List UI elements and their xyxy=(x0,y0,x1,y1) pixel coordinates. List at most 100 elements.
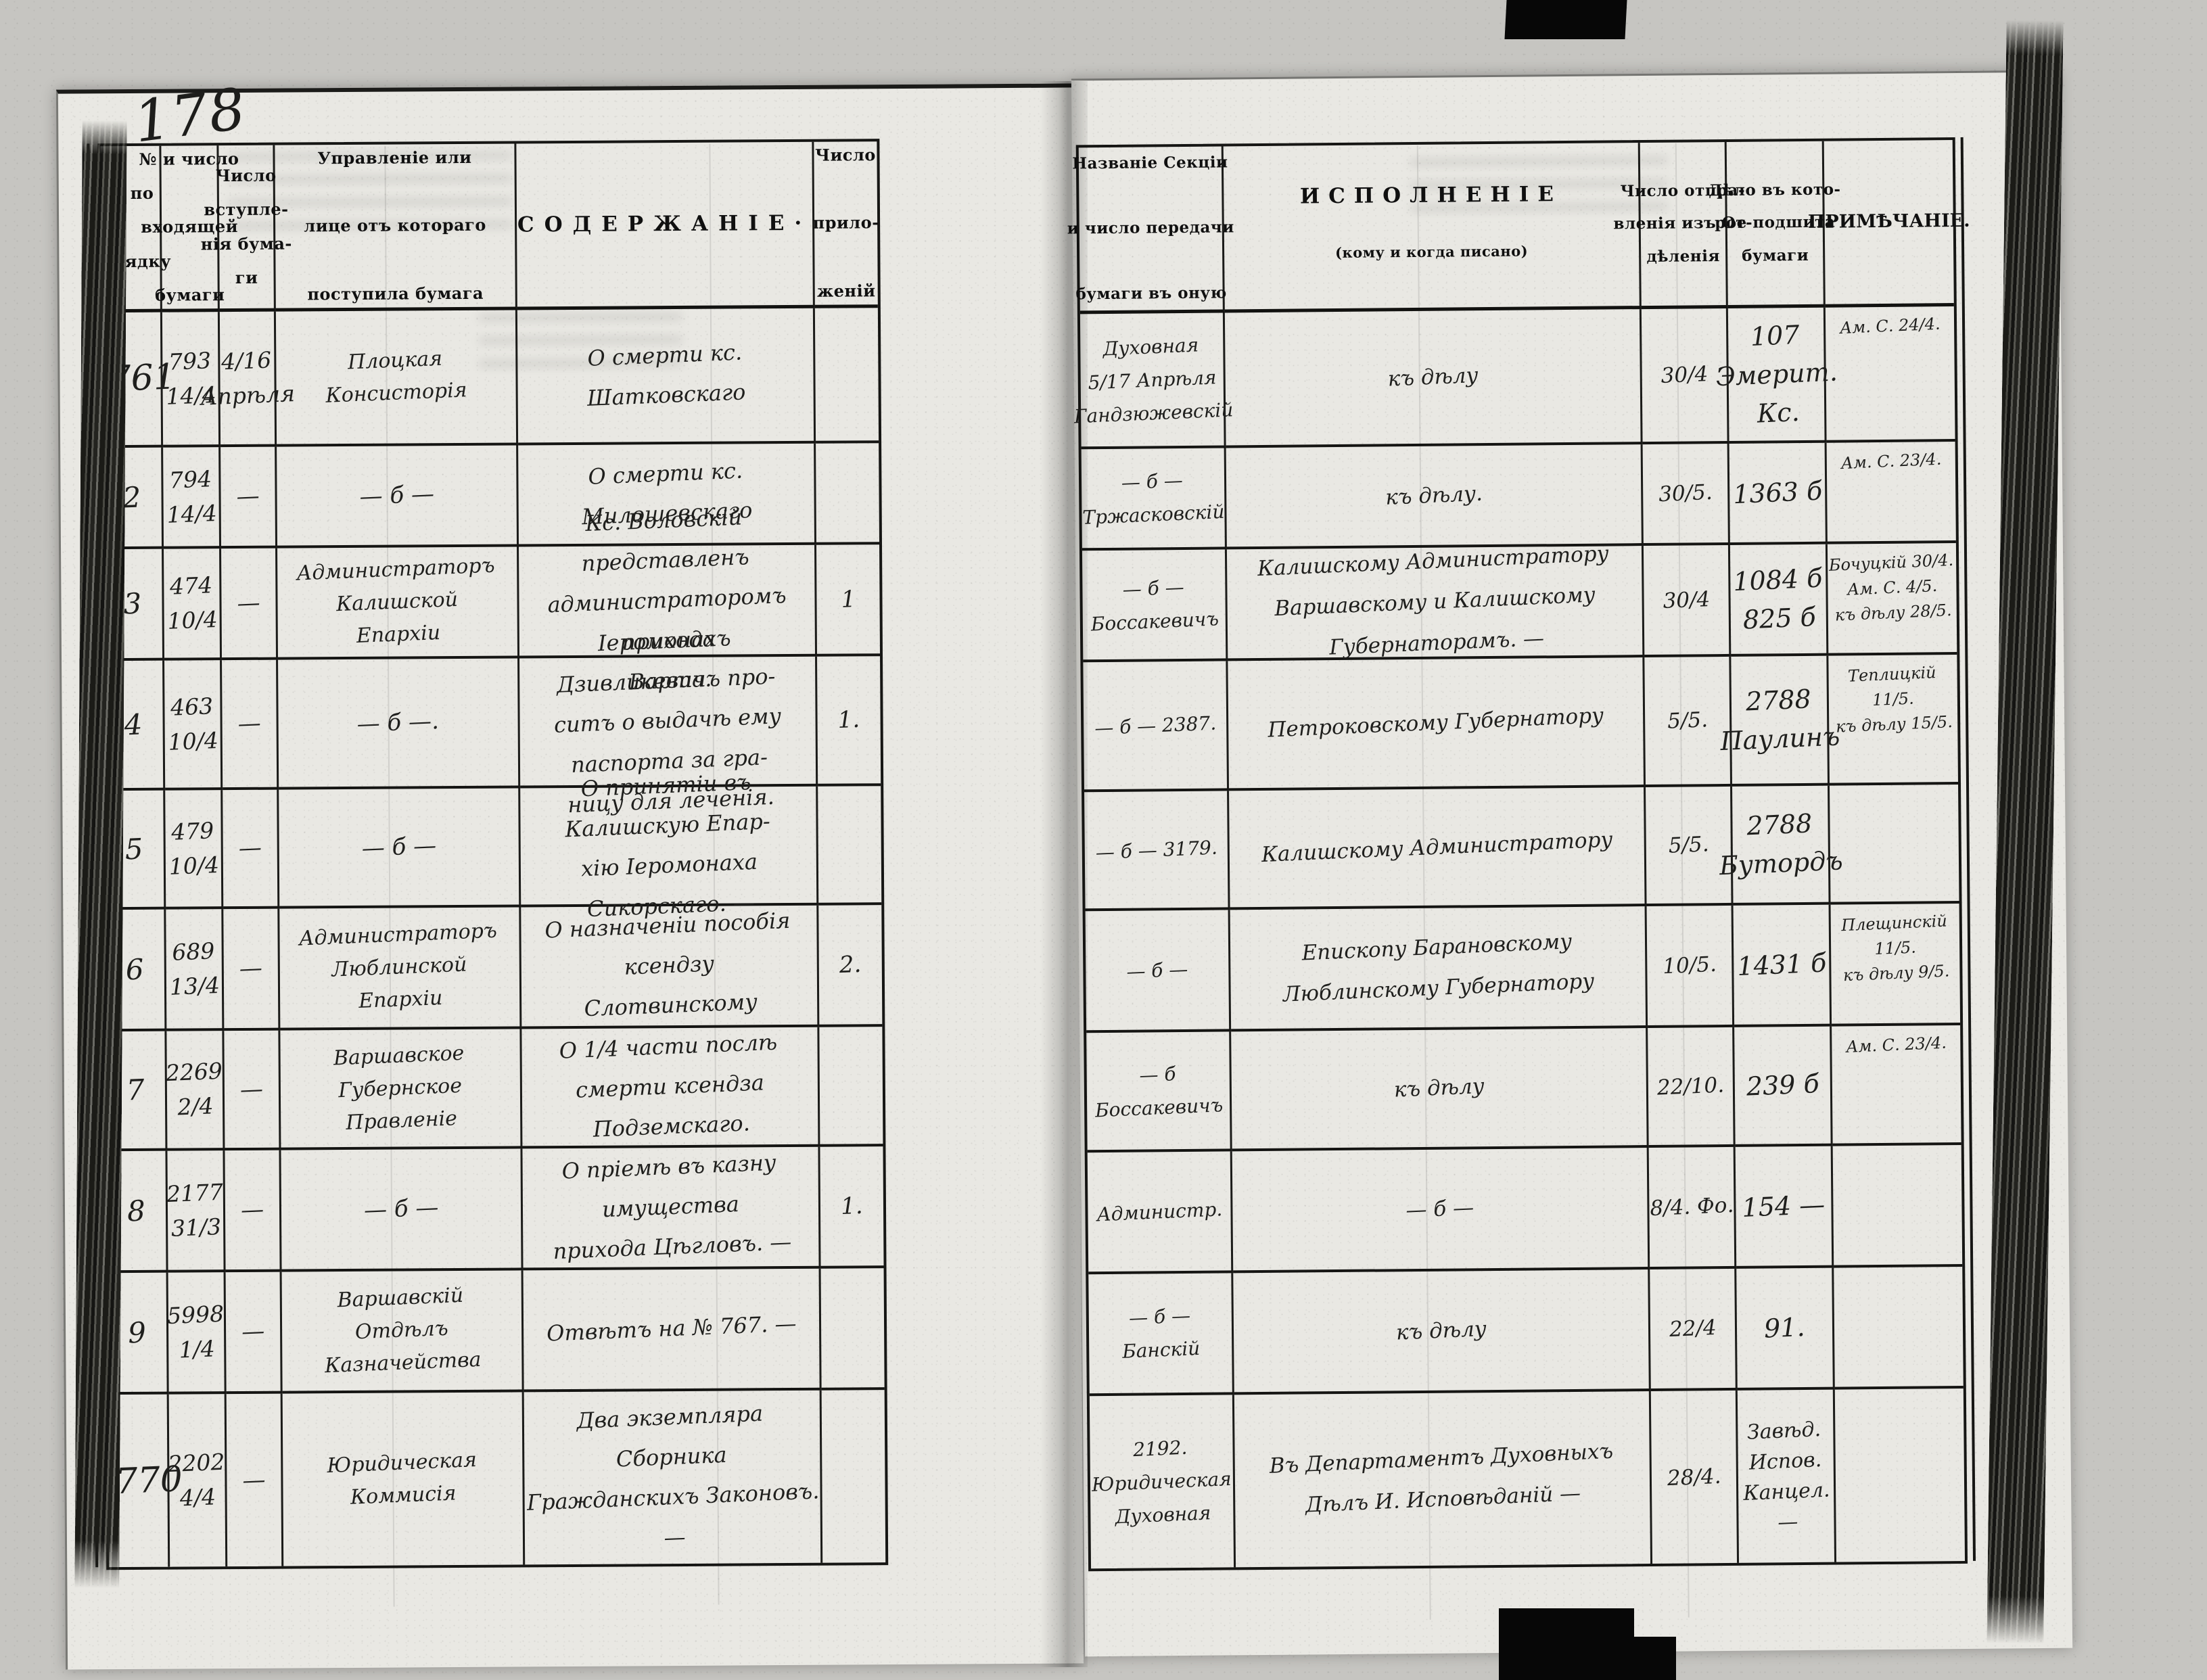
entry-date-cell: — xyxy=(223,908,281,1031)
entry-date-cell: — xyxy=(226,1393,284,1567)
attachments-cell xyxy=(816,443,880,545)
file-number-cell: 1431 б xyxy=(1733,904,1832,1027)
section-cell: — б — xyxy=(1085,910,1232,1033)
execution-cell: къ дѣлу xyxy=(1231,1028,1649,1152)
entry-date-cell: — xyxy=(225,1150,282,1273)
source-cell: Юридическая Коммисія xyxy=(282,1392,526,1566)
content-cell: О пріемѣ въ казну имущества прихода Цѣгл… xyxy=(522,1146,821,1271)
file-number-cell: 154 — xyxy=(1735,1146,1834,1269)
entry-date-cell: — xyxy=(224,1030,281,1151)
entry-date-cell: — xyxy=(222,659,279,791)
right-register-table: Названіе Секціи и число передачи бумаги … xyxy=(1067,137,1970,1572)
attachments-cell: 1 xyxy=(816,544,881,657)
content-cell: О смерти кс. Шатковскаго xyxy=(517,308,816,446)
dispatch-date-cell: 30/4 xyxy=(1643,544,1732,658)
section-cell: — б — 3179. xyxy=(1084,791,1230,912)
section-cell: Администр. xyxy=(1087,1151,1234,1275)
source-cell: Плоцкая Консисторія xyxy=(275,310,519,447)
source-cell: Варшавскій Отдѣлъ Казначейства xyxy=(281,1270,524,1394)
file-number-cell: 239 б xyxy=(1734,1026,1833,1147)
attachments-cell: 1. xyxy=(817,656,881,787)
execution-cell: Петроковскому Губернатору xyxy=(1228,657,1646,791)
section-cell: 2192. Юридическая Духовная xyxy=(1089,1395,1236,1569)
source-cell: — б — xyxy=(281,1148,524,1272)
attachments-cell xyxy=(820,1268,885,1391)
source-cell: Администраторъ Калишской Епархіи xyxy=(277,546,520,660)
section-cell: — б — Боссакевичъ xyxy=(1082,549,1228,663)
attachments-cell xyxy=(818,786,882,906)
book-edge-left xyxy=(74,120,127,1589)
note-cell: Ам. С. 23/4. xyxy=(1832,1025,1961,1146)
header-attachments: Число прило- женій xyxy=(812,141,879,308)
incoming-number-cell: 2177 31/3 xyxy=(166,1150,226,1273)
source-cell: — б —. xyxy=(278,658,521,790)
section-cell: — б — Тржасковскій xyxy=(1081,448,1227,551)
file-number-cell: 2788 Бутордъ xyxy=(1719,785,1844,906)
attachments-cell xyxy=(819,1027,883,1147)
attachments-cell xyxy=(814,308,879,444)
entry-date-cell: — xyxy=(223,789,280,910)
file-number-cell: Завѣд. Испов. Канцел. — xyxy=(1737,1389,1837,1563)
content-cell: О назначеніи пособія ксендзу Слотвинском… xyxy=(521,905,820,1029)
binding-tape-top xyxy=(1504,0,1627,39)
incoming-number-cell: 5998 1/4 xyxy=(166,1272,227,1395)
header-execution: ИСПОЛНЕНІЕ (кому и когда писано) xyxy=(1223,143,1642,313)
source-cell: — б — xyxy=(277,445,519,549)
execution-cell: къ дѣлу xyxy=(1233,1269,1651,1395)
attachments-cell xyxy=(822,1390,886,1563)
entry-date-cell: — xyxy=(220,446,278,549)
execution-cell: Калишскому Администратору Варшавскому и … xyxy=(1226,541,1645,661)
dispatch-date-cell: 22/10. xyxy=(1648,1027,1736,1148)
note-cell: Плещинскій 11/5. къ дѣлу 9/5. xyxy=(1830,904,1961,1027)
source-cell: — б — xyxy=(279,788,521,909)
header-section: Названіе Секціи и число передачи бумаги … xyxy=(1067,146,1234,314)
note-cell: Ам. С. 24/4. xyxy=(1825,306,1955,443)
note-cell: Бочуцкій 30/4. Ам. С. 4/5. къ дѣлу 28/5. xyxy=(1827,543,1957,656)
incoming-number-cell: 2269 2/4 xyxy=(165,1031,225,1151)
attachments-cell: 2. xyxy=(818,905,883,1027)
execution-cell: къ дѣлу. xyxy=(1226,444,1644,550)
file-number-cell: 2788 Паулинъ xyxy=(1720,655,1840,787)
file-number-cell: 91. xyxy=(1736,1267,1835,1391)
content-cell: О принятіи въ Калишскую Епар- хію Іеромо… xyxy=(520,769,819,921)
source-cell: Администраторъ Люблинской Епархіи xyxy=(279,907,522,1031)
section-cell: Духовная 5/17 Апрѣля Гандзюжевскій xyxy=(1073,312,1234,450)
note-cell xyxy=(1835,1389,1965,1562)
file-number-cell: 107 Эмерит. Кс. xyxy=(1715,307,1838,444)
binding-tape-bottom-notch xyxy=(1629,1637,1676,1680)
header-content: СОДЕРЖАНІЕ· xyxy=(516,141,815,310)
execution-cell: — б — xyxy=(1232,1148,1650,1274)
execution-cell: къ дѣлу xyxy=(1224,309,1643,448)
left-page: 178 № по порядку № и число входящей бума… xyxy=(55,75,1084,1670)
content-cell: Отвѣтъ на № 767. — xyxy=(523,1268,822,1393)
file-number-cell: 1363 б xyxy=(1729,442,1828,545)
dispatch-date-cell: 8/4. Фо. xyxy=(1648,1146,1737,1270)
section-cell: — б — Банскій xyxy=(1088,1273,1234,1397)
incoming-number-cell: 689 13/4 xyxy=(166,909,225,1031)
content-cell: Два экземпляра Сборника Гражданскихъ Зак… xyxy=(524,1390,823,1565)
file-number-cell: 1084 б 825 б xyxy=(1729,544,1829,657)
note-cell xyxy=(1830,785,1959,905)
section-cell: — б Боссакевичъ xyxy=(1086,1031,1232,1153)
entry-date-cell: — xyxy=(221,548,279,661)
execution-cell: Калишскому Администратору xyxy=(1229,787,1647,910)
entry-date-cell: — xyxy=(225,1271,283,1395)
header-source: Управленіе или лице отъ котораго поступи… xyxy=(275,143,517,312)
right-page: Названіе Секціи и число передачи бумаги … xyxy=(1067,70,2073,1657)
binding-tape-bottom xyxy=(1499,1608,1634,1680)
note-cell xyxy=(1834,1266,1964,1390)
incoming-number-cell: 2202 4/4 xyxy=(168,1394,228,1567)
note-cell xyxy=(1832,1144,1963,1268)
dispatch-date-cell: 22/4 xyxy=(1650,1268,1738,1392)
incoming-number-cell: 479 10/4 xyxy=(165,790,224,910)
content-cell: О 1/4 части послѣ смерти ксендза Подземс… xyxy=(521,1027,820,1149)
section-cell: — б — 2387. xyxy=(1083,661,1230,793)
note-cell: Теплицкій 11/5. къ дѣлу 15/5. xyxy=(1828,655,1959,786)
execution-cell: Епископу Барановскому Люблинскому Губерн… xyxy=(1230,906,1648,1032)
header-note: ПРИМѢЧАНІЕ. xyxy=(1808,140,1970,308)
dispatch-date-cell: 30/5. xyxy=(1642,443,1730,546)
entry-date-cell: 4/16 Апрѣля xyxy=(200,311,296,448)
incoming-number-cell: 474 10/4 xyxy=(164,549,223,661)
dispatch-date-cell: 10/5. xyxy=(1646,905,1735,1029)
